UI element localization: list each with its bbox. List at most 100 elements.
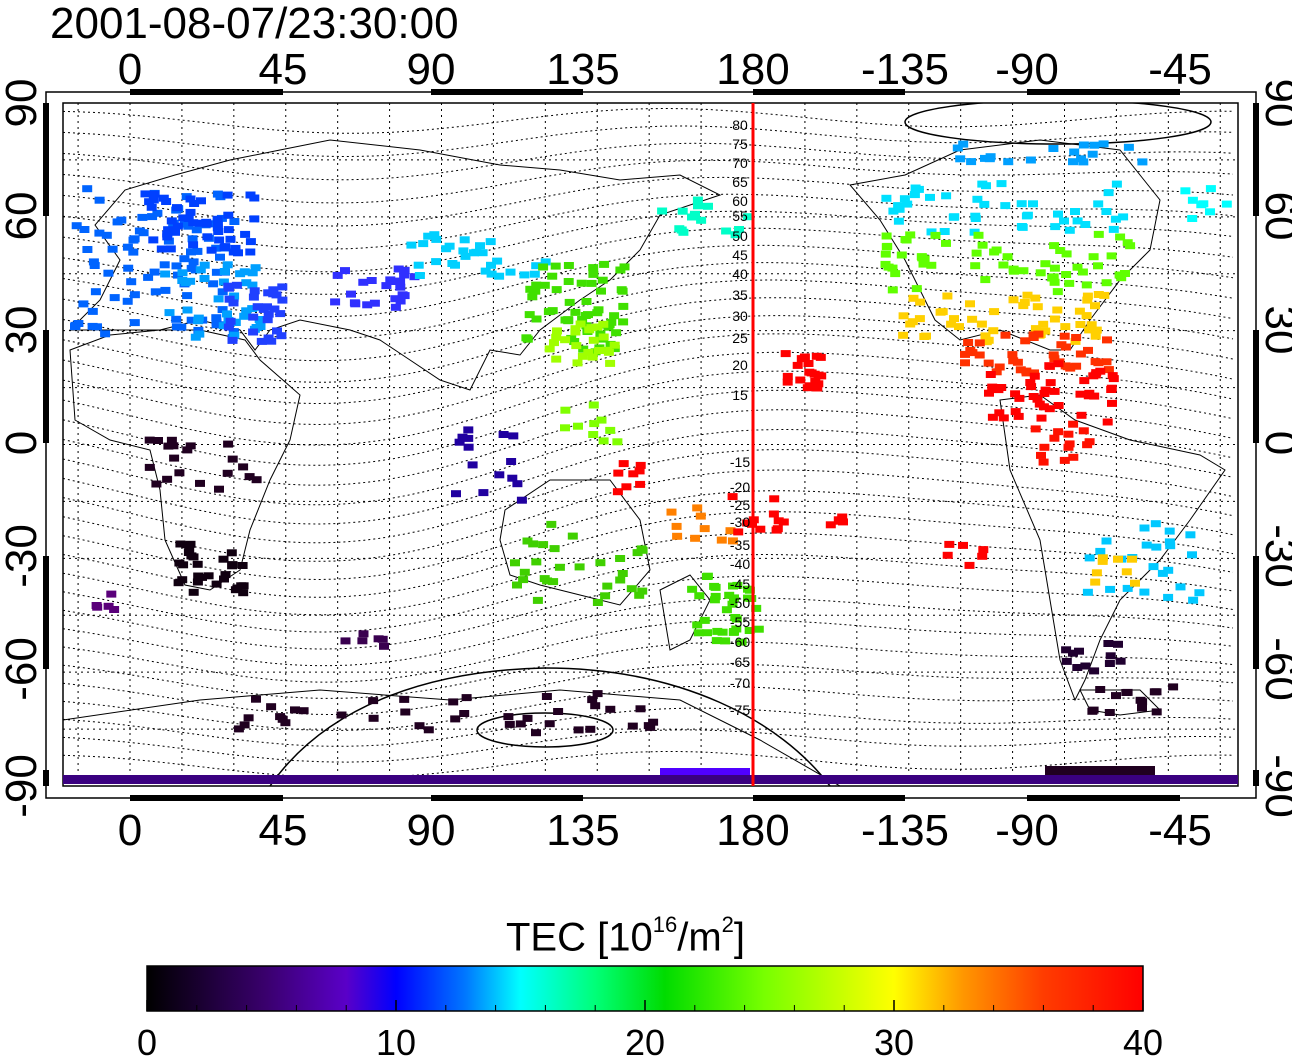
tec-pixel: [621, 483, 632, 491]
tec-pixel: [330, 298, 341, 306]
tec-pixel: [515, 720, 526, 728]
tec-pixel: [1164, 527, 1175, 535]
tec-pixel: [717, 628, 728, 636]
tec-pixel: [1081, 281, 1092, 289]
tec-pixel: [1068, 453, 1079, 461]
tec-pixel: [1084, 326, 1095, 334]
tec-pixel: [583, 348, 594, 356]
tec-pixel: [467, 461, 478, 469]
tec-pixel: [190, 333, 201, 341]
tec-pixel: [976, 320, 987, 328]
tec-pixel: [602, 346, 613, 354]
tec-data-points: [63, 140, 1238, 784]
tec-pixel: [208, 280, 219, 288]
tec-pixel: [541, 693, 552, 700]
tec-pixel: [451, 490, 461, 498]
tec-pixel: [188, 588, 199, 596]
frame-bar-bottom: [130, 795, 283, 801]
tec-pixel: [581, 298, 592, 305]
tec-pixel: [1039, 443, 1050, 451]
tec-pixel: [560, 424, 570, 432]
tec-pixel: [128, 236, 139, 244]
contour-label: 80: [732, 117, 748, 133]
contour-line: [63, 107, 1234, 134]
tec-pixel: [887, 286, 898, 294]
tec-pixel: [1008, 265, 1019, 273]
tec-pixel: [1020, 337, 1031, 345]
tec-pixel: [1087, 707, 1098, 715]
tec-pixel: [235, 270, 246, 278]
tec-pixel: [215, 253, 225, 261]
tec-pixel: [1002, 253, 1013, 261]
tec-pixel: [551, 286, 562, 294]
right-tick-label: 0: [1256, 431, 1292, 455]
tec-pixel: [1048, 145, 1059, 152]
tec-pixel: [881, 194, 892, 202]
tec-pixel: [1050, 223, 1061, 231]
tec-pixel: [418, 240, 429, 248]
tec-pixel: [123, 264, 134, 272]
tec-pixel: [678, 228, 689, 236]
tec-pixel: [195, 266, 206, 274]
tec-pixel: [1070, 337, 1081, 345]
tec-pixel: [899, 195, 910, 203]
tec-pixel: [150, 288, 161, 296]
tec-pixel: [605, 359, 616, 367]
tec-pixel: [192, 560, 203, 568]
tec-pixel: [171, 262, 182, 270]
bottom-tick-label: 0: [118, 806, 142, 855]
tec-pixel: [703, 202, 713, 210]
right-tick-label: 60: [1256, 192, 1292, 241]
tec-pixel: [902, 200, 913, 208]
tec-pixel: [1030, 325, 1041, 333]
tec-pixel: [368, 697, 379, 705]
tec-pixel: [290, 706, 300, 714]
tec-pixel: [248, 293, 259, 301]
tec-pixel: [269, 305, 280, 313]
tec-pixel: [575, 320, 586, 328]
tec-pixel: [122, 243, 133, 251]
tec-pixel: [598, 437, 609, 445]
tec-pixel: [171, 315, 182, 323]
tec-pixel: [590, 702, 601, 710]
tec-pixel: [162, 230, 173, 238]
tec-pixel: [981, 182, 991, 190]
tec-pixel: [247, 269, 258, 277]
tec-pixel: [262, 316, 273, 324]
tec-pixel: [810, 377, 821, 385]
tec-pixel: [1000, 202, 1011, 210]
right-tick-label: -30: [1256, 524, 1292, 588]
tec-pixel: [1083, 392, 1094, 400]
tec-pixel: [196, 197, 206, 205]
tec-pixel: [166, 217, 177, 225]
tec-pixel: [1049, 387, 1060, 395]
tec-pixel: [731, 615, 742, 623]
tec-pixel: [751, 604, 762, 612]
tec-pixel: [970, 215, 981, 222]
tec-pixel: [1081, 312, 1092, 320]
tec-pixel: [573, 422, 583, 430]
tec-pixel: [1093, 262, 1103, 270]
tec-pixel: [941, 192, 952, 200]
bottom-tick-label: 45: [259, 806, 308, 855]
tec-pixel: [551, 355, 562, 363]
tec-pixel: [463, 443, 474, 451]
tec-pixel: [1093, 200, 1104, 208]
tec-pixel: [1064, 279, 1075, 287]
tec-pixel: [1137, 704, 1147, 712]
tec-pixel: [636, 545, 647, 553]
tec-pixel: [230, 586, 241, 594]
tec-band-south-dark: [1045, 766, 1155, 775]
tec-pixel: [635, 461, 646, 469]
left-tick-label: 0: [0, 431, 46, 455]
tec-pixel: [1104, 660, 1115, 667]
tec-pixel: [193, 326, 204, 334]
tec-pixel: [813, 371, 824, 379]
tec-pixel: [941, 239, 951, 247]
tec-pixel: [1122, 688, 1133, 696]
tec-pixel: [458, 247, 469, 255]
tec-pixel: [690, 534, 701, 542]
tec-pixel: [247, 281, 258, 289]
tec-pixel: [186, 316, 197, 324]
tec-pixel: [773, 517, 784, 525]
